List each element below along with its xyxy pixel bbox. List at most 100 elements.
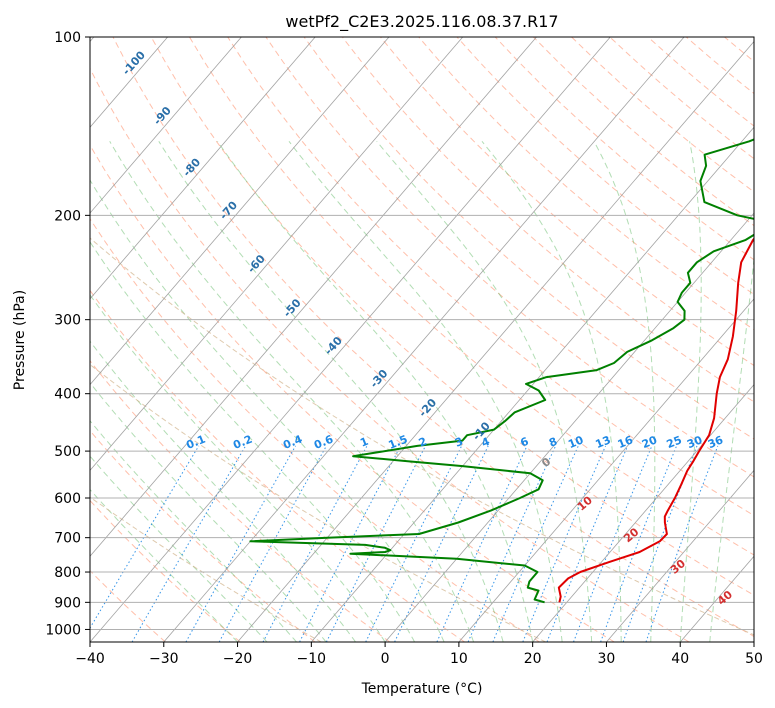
isotherm-line — [90, 37, 537, 557]
isotherm-line — [163, 37, 685, 642]
mixing-ratio-line — [299, 445, 402, 642]
x-tick-label: 0 — [381, 651, 390, 667]
mixing-ratio-line — [90, 445, 200, 630]
moist-adiabat-line — [90, 488, 238, 642]
mixing-ratio-line — [645, 445, 719, 642]
moist-adiabat-line — [109, 141, 475, 642]
hurricane-adiabat-line — [90, 496, 322, 642]
y-tick-label: 900 — [54, 595, 81, 611]
y-axis-title: Pressure (hPa) — [12, 290, 28, 390]
isotherm-line — [90, 37, 464, 472]
dry-adiabat-line — [90, 67, 690, 642]
y-tick-label: 700 — [54, 531, 81, 547]
moist-adiabat-line — [90, 179, 445, 642]
dry-adiabat-line — [456, 37, 754, 296]
isotherm-line — [311, 126, 754, 642]
mixing-ratio-label: 1 — [358, 435, 370, 450]
mixing-ratio-label: 0.2 — [231, 433, 254, 452]
isotherm-label: -30 — [368, 367, 391, 391]
dry-adiabat-line — [227, 37, 754, 517]
moist-adiabat-line — [158, 141, 504, 642]
y-tick-label: 200 — [54, 208, 81, 224]
x-tick-label: −20 — [223, 651, 253, 667]
mixing-ratio-line — [600, 445, 678, 642]
mixing-ratio-label: 16 — [616, 433, 635, 451]
mixing-ratio-label: 0.4 — [281, 432, 304, 451]
mixing-ratio-label: 0.1 — [184, 433, 207, 452]
dry-adiabat-line — [189, 37, 754, 556]
x-tick-label: −30 — [149, 651, 179, 667]
dry-adiabat-line — [90, 360, 391, 642]
dewpoint-line — [249, 138, 754, 604]
x-tick-label: 10 — [450, 651, 468, 667]
dry-adiabat-line — [90, 289, 465, 642]
isotherm-label: 20 — [621, 525, 641, 545]
dry-adiabat-line — [303, 37, 754, 440]
dry-adiabat-line — [150, 37, 754, 596]
isotherm-label: -70 — [217, 198, 240, 222]
mixing-ratio-line — [436, 445, 528, 642]
y-tick-label: 800 — [54, 565, 81, 581]
dry-adiabat-line — [265, 37, 754, 478]
mixing-ratio-label: 1.5 — [387, 433, 410, 452]
mixing-ratio-line — [185, 445, 297, 642]
dry-adiabat-line — [380, 37, 754, 367]
x-tick-label: −10 — [297, 651, 327, 667]
isotherm-line — [90, 37, 242, 214]
isotherm-label: -10 — [470, 419, 493, 443]
dry-adiabat-line — [90, 429, 316, 642]
mixing-ratio-label: 13 — [594, 433, 613, 451]
temperature-line — [557, 237, 754, 603]
x-tick-label: 50 — [745, 651, 763, 667]
axes: −40 −30 −20 −10 0 10 20 30 40 5010020030040050060… — [45, 30, 763, 667]
chart-title: wetPf2_C2E3.2025.116.08.37.R17 — [285, 12, 558, 32]
moist-adiabat-line — [376, 140, 593, 642]
x-axis-title: Temperature (°C) — [361, 681, 483, 697]
y-tick-label: 600 — [54, 491, 81, 507]
isotherm-line — [384, 212, 754, 642]
plot-frame — [89, 36, 755, 643]
dry-adiabat-line — [90, 569, 166, 642]
dry-adiabat-line — [90, 144, 615, 642]
dry-adiabat-line — [418, 37, 754, 331]
mixing-ratio-label: 8 — [547, 435, 559, 450]
x-tick-label: 20 — [524, 651, 542, 667]
dry-adiabat-line — [341, 37, 754, 403]
mixing-ratio-label: 2 — [417, 435, 429, 450]
mixing-ratio-line — [546, 445, 629, 642]
isotherm-line — [532, 384, 754, 642]
isotherm-line — [237, 40, 754, 642]
mixing-ratio-label: 36 — [706, 433, 725, 451]
dry-adiabat-line — [647, 37, 754, 127]
moist-adiabat-line — [90, 420, 297, 642]
mixing-ratio-line — [394, 445, 489, 642]
y-tick-label: 100 — [54, 30, 81, 46]
mixing-ratio-line — [573, 445, 653, 642]
mixing-ratio-label: 20 — [640, 433, 659, 451]
dry-adiabat-line — [763, 37, 775, 642]
moist-adiabat-line — [217, 141, 534, 642]
isotherm-label: -80 — [180, 155, 203, 179]
x-tick-label: −40 — [75, 651, 105, 667]
mixing-ratio-line — [218, 445, 327, 642]
isotherm-label: -90 — [151, 104, 174, 128]
mixing-ratio-label: 25 — [665, 433, 684, 451]
mixing-ratio-line — [467, 445, 557, 642]
y-tick-label: 300 — [54, 313, 81, 329]
mixing-ratio-label: 6 — [519, 435, 531, 450]
x-tick-label: 30 — [598, 651, 616, 667]
mixing-ratio-line — [365, 445, 463, 642]
isotherm-label: 40 — [715, 588, 735, 608]
isotherm-line — [679, 555, 754, 642]
isotherm-line — [753, 641, 754, 642]
mixing-ratio-label: 10 — [566, 433, 585, 451]
isotherm-line — [458, 298, 754, 642]
mixing-ratio-line — [492, 445, 579, 642]
y-tick-label: 500 — [54, 444, 81, 460]
moist-adiabat-line — [288, 140, 563, 642]
isotherm-label: -50 — [281, 296, 304, 320]
y-tick-label: 400 — [54, 387, 81, 403]
isotherm-label: -40 — [322, 334, 345, 358]
x-tick-label: 40 — [671, 651, 689, 667]
